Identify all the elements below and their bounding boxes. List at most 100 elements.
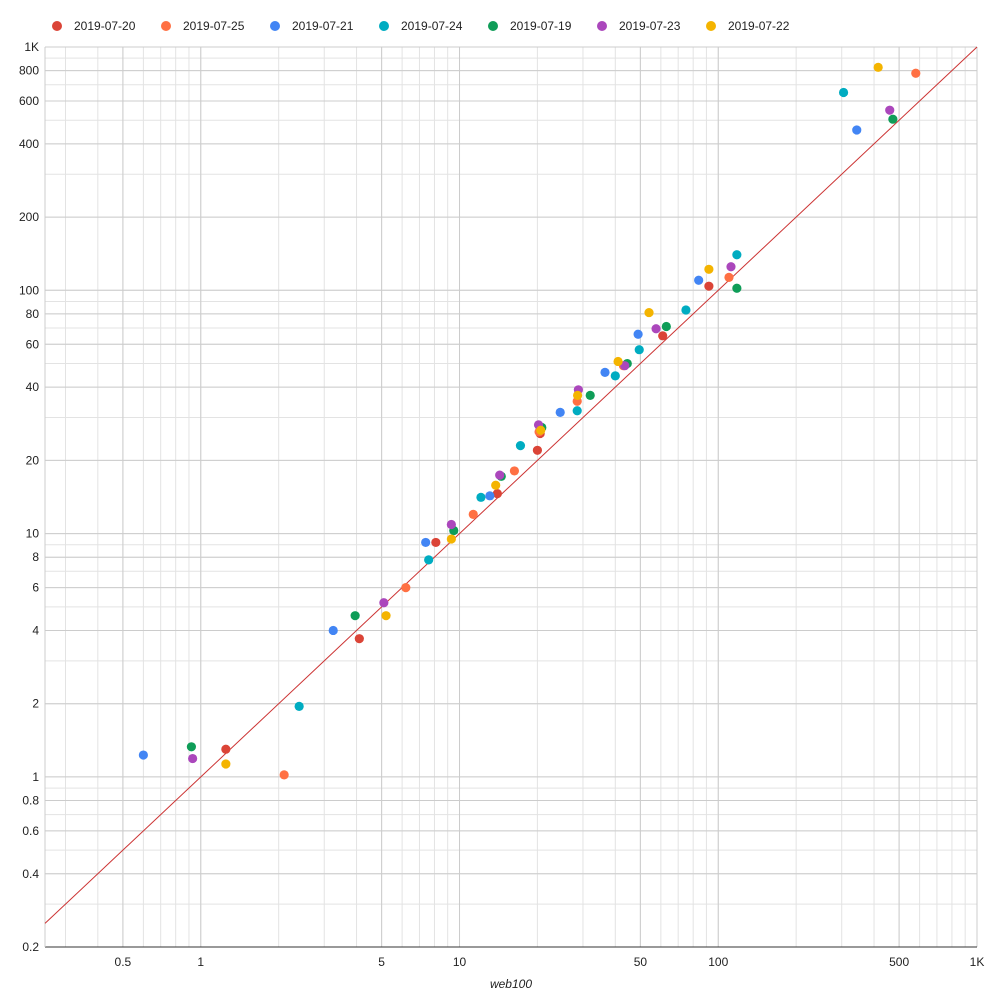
reference-line-y-equals-x	[44, 46, 978, 924]
data-point-series-5	[732, 283, 742, 293]
y-axis-tick-labels: 0.2 0.4 0.6 0.8 1 2 4 6 8 10 20 40 60 80 100 200 400 600 8…	[19, 40, 39, 954]
data-point-series-3	[138, 750, 148, 760]
legend-label: 2019-07-19	[510, 19, 572, 33]
data-point-series-2	[911, 68, 921, 78]
data-point-series-7	[572, 390, 583, 400]
data-point-series-7	[873, 62, 883, 72]
x-tick-label: 50	[634, 955, 648, 969]
data-point-series-1	[658, 331, 668, 341]
data-point-series-7	[381, 611, 391, 621]
y-tick-label: 1	[32, 770, 39, 784]
data-point-series-4	[476, 492, 486, 502]
data-point-series-3	[485, 491, 495, 501]
chart-legend: 2019-07-20 2019-07-25 2019-07-21 2019-07-24…	[52, 19, 790, 33]
plot-axes	[44, 47, 977, 948]
y-tick-label: 80	[26, 307, 40, 321]
data-point-series-5	[888, 114, 898, 124]
data-point-series-1	[354, 634, 364, 644]
x-tick-label: 1K	[970, 955, 985, 969]
y-tick-label: 20	[26, 453, 40, 467]
x-tick-label: 5	[378, 955, 385, 969]
x-axis-title: web100	[490, 977, 532, 991]
legend-marker	[379, 21, 389, 31]
legend-label: 2019-07-21	[292, 19, 354, 33]
data-point-series-4	[610, 371, 620, 381]
data-point-series-1	[431, 537, 441, 548]
data-point-series-3	[328, 625, 338, 636]
data-point-series-4	[572, 406, 582, 416]
legend-label: 2019-07-20	[74, 19, 136, 33]
data-point-series-4	[838, 87, 849, 98]
legend-label: 2019-07-23	[619, 19, 681, 33]
data-point-series-2	[401, 583, 411, 593]
y-tick-label: 8	[32, 550, 39, 564]
data-point-series-4	[515, 441, 526, 451]
data-point-series-3	[555, 407, 565, 417]
legend-label: 2019-07-24	[401, 19, 463, 33]
x-tick-label: 0.5	[115, 955, 132, 969]
y-tick-label: 2	[32, 697, 39, 711]
data-point-series-2	[724, 272, 734, 282]
data-point-series-7	[613, 356, 623, 367]
x-tick-label: 1	[197, 955, 204, 969]
legend-marker	[597, 21, 607, 31]
x-tick-label: 500	[889, 955, 909, 969]
y-tick-label: 400	[19, 137, 39, 151]
y-tick-label: 0.8	[22, 794, 39, 808]
data-point-series-5	[661, 321, 671, 332]
y-tick-label: 1K	[24, 40, 39, 54]
data-point-series-7	[491, 480, 501, 490]
data-point-series-6	[620, 361, 630, 371]
data-point-series-5	[350, 611, 360, 621]
data-point-series-1	[532, 445, 543, 455]
data-point-series-6	[885, 105, 895, 115]
data-point-series-6	[726, 262, 736, 272]
data-point-series-7	[446, 534, 456, 544]
data-point-series-5	[585, 390, 595, 400]
legend-marker	[488, 21, 498, 31]
data-point-series-7	[221, 759, 231, 769]
data-point-series-7	[536, 425, 546, 435]
legend-marker	[270, 21, 280, 31]
legend-label: 2019-07-25	[183, 19, 245, 33]
y-tick-label: 10	[26, 527, 40, 541]
y-tick-label: 100	[19, 283, 39, 297]
y-tick-label: 60	[26, 337, 40, 351]
data-point-series-1	[704, 281, 714, 291]
data-point-series-1	[492, 489, 502, 499]
y-tick-label: 0.6	[22, 824, 39, 838]
data-point-series-4	[424, 555, 434, 565]
data-point-series-7	[644, 307, 654, 318]
data-point-series-2	[468, 509, 478, 519]
data-point-series-7	[704, 264, 714, 274]
data-point-series-4	[681, 305, 691, 315]
data-point-series-3	[694, 275, 704, 285]
legend-marker	[161, 21, 171, 31]
data-point-series-4	[294, 701, 304, 711]
data-point-series-2	[509, 466, 520, 476]
data-point-series-3	[852, 125, 862, 135]
legend-label: 2019-07-22	[728, 19, 790, 33]
legend-marker	[52, 21, 62, 31]
data-points	[138, 62, 921, 780]
y-tick-label: 6	[32, 581, 39, 595]
legend-marker	[706, 21, 716, 31]
data-point-series-6	[188, 753, 198, 764]
y-tick-label: 0.4	[22, 867, 39, 881]
minor-gridlines	[45, 47, 977, 948]
y-tick-label: 40	[26, 380, 40, 394]
x-tick-label: 100	[708, 955, 728, 969]
data-point-series-3	[633, 329, 643, 339]
data-point-series-6	[651, 324, 661, 334]
x-axis-tick-labels: 0.5 1 5 10 50 100 500 1K	[115, 955, 985, 969]
data-point-series-2	[279, 770, 289, 780]
data-point-series-6	[379, 598, 389, 608]
y-tick-label: 4	[32, 623, 39, 637]
y-tick-label: 200	[19, 210, 39, 224]
data-point-series-3	[421, 537, 431, 548]
y-tick-label: 0.2	[22, 940, 39, 954]
x-tick-label: 10	[453, 955, 467, 969]
data-point-series-6	[495, 470, 505, 480]
data-point-series-4	[634, 345, 644, 355]
